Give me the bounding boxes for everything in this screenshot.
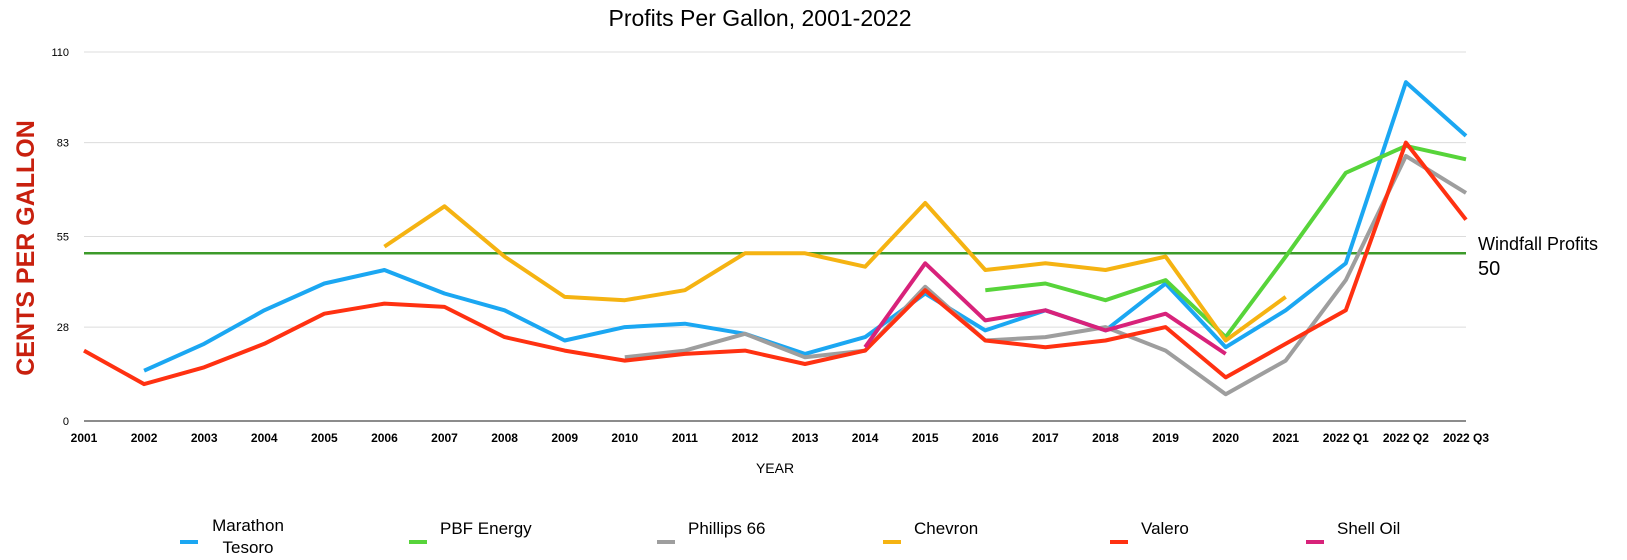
x-tick-label: 2002 <box>131 431 158 445</box>
x-tick-label: 2008 <box>491 431 518 445</box>
series-line <box>383 201 1287 343</box>
series-lines <box>83 80 1468 397</box>
x-tick-label: 2022 Q2 <box>1383 431 1429 445</box>
legend-label: Valero <box>1141 519 1189 538</box>
windfall-value: 50 <box>1478 258 1500 280</box>
chart-title: Profits Per Gallon, 2001-2022 <box>608 5 911 31</box>
x-tick-label: 2010 <box>611 431 638 445</box>
legend-label: Marathon <box>212 516 284 535</box>
x-tick-label: 2021 <box>1272 431 1299 445</box>
x-tick-label: 2005 <box>311 431 338 445</box>
y-tick-label: 55 <box>57 232 69 244</box>
series-line <box>624 154 1468 397</box>
x-tick-label: 2011 <box>672 431 698 445</box>
x-tick-label: 2003 <box>191 431 218 445</box>
gridlines <box>84 51 1466 328</box>
x-tick-label: 2012 <box>732 431 759 445</box>
x-tick-label: 2022 Q3 <box>1443 431 1489 445</box>
x-tick-label: 2006 <box>371 431 398 445</box>
x-tick-label: 2004 <box>251 431 278 445</box>
y-tick-label: 0 <box>63 416 69 428</box>
x-tick-label: 2017 <box>1032 431 1059 445</box>
x-tick-label: 2019 <box>1152 431 1179 445</box>
x-axis-label: YEAR <box>756 460 794 476</box>
legend: Marathon Tesoro PBF Energy Phillips 66 Chevr… <box>180 516 1400 557</box>
windfall-label: Windfall Profits <box>1478 234 1598 254</box>
x-tick-label: 2015 <box>912 431 939 445</box>
series-line <box>83 140 1468 387</box>
x-axis-ticks: 2001 2002 2003 2004 2005 2006 2007 2008 2009 2010… <box>71 431 1490 445</box>
y-axis-ticks: 0 28 55 83 110 <box>51 47 69 428</box>
x-tick-label: 2001 <box>71 431 98 445</box>
y-axis-label: CENTS PER GALLON <box>12 120 40 376</box>
legend-label: Phillips 66 <box>688 519 766 538</box>
legend-label: Shell Oil <box>1337 519 1400 538</box>
legend-label: Tesoro <box>222 538 273 557</box>
x-tick-label: 2014 <box>852 431 879 445</box>
x-tick-label: 2013 <box>792 431 819 445</box>
x-tick-label: 2007 <box>431 431 458 445</box>
y-tick-label: 83 <box>57 138 69 150</box>
x-tick-label: 2016 <box>972 431 999 445</box>
x-tick-label: 2020 <box>1212 431 1239 445</box>
y-tick-label: 28 <box>57 322 69 334</box>
legend-label: Chevron <box>914 519 978 538</box>
x-tick-label: 2022 Q1 <box>1323 431 1369 445</box>
x-tick-label: 2018 <box>1092 431 1119 445</box>
x-tick-label: 2009 <box>551 431 578 445</box>
series-line <box>863 261 1227 356</box>
series-line <box>143 80 1468 373</box>
y-tick-label: 110 <box>51 47 69 59</box>
legend-label: PBF Energy <box>440 519 532 538</box>
